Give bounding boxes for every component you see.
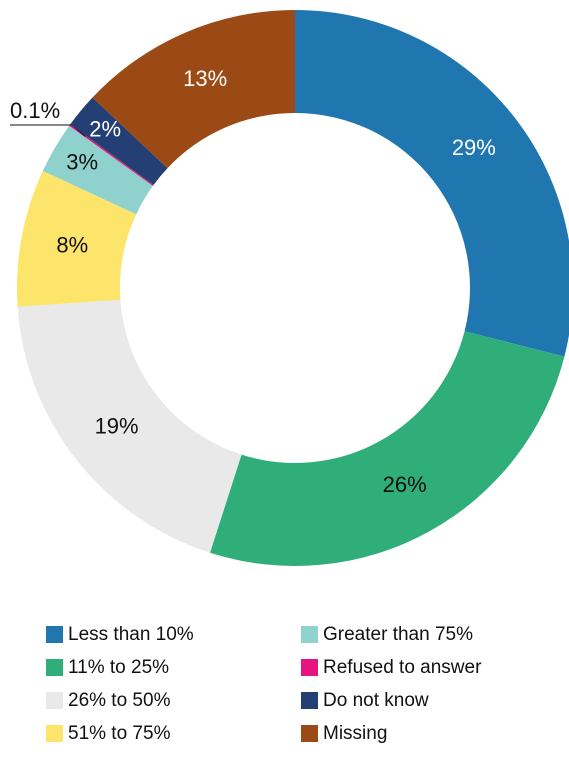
donut-slice [42, 125, 153, 215]
donut-slice [17, 299, 242, 553]
legend-swatch [46, 692, 63, 709]
value-label: 26% [383, 472, 427, 497]
donut-slice [70, 97, 168, 186]
legend-swatch [46, 725, 63, 742]
value-label: 19% [95, 413, 139, 438]
legend-label: Do not know [323, 690, 429, 711]
legend-label: Less than 10% [68, 624, 194, 645]
legend-swatch [301, 626, 318, 643]
value-label: 2% [89, 117, 121, 142]
value-label: 13% [183, 66, 227, 91]
legend-label: Missing [323, 723, 387, 744]
legend-label: Refused to answer [323, 657, 482, 678]
donut-slice [92, 10, 295, 169]
value-label: 8% [56, 232, 88, 257]
value-label: 0.1% [10, 98, 60, 123]
legend-swatch [46, 626, 63, 643]
value-label: 3% [66, 149, 98, 174]
donut-slice [210, 331, 565, 566]
donut-slice [69, 124, 154, 186]
legend-swatch [301, 659, 318, 676]
legend-label: 26% to 50% [68, 690, 171, 711]
legend-swatch [301, 725, 318, 742]
donut-slice [295, 10, 569, 357]
legend-label: 11% to 25% [68, 657, 169, 678]
donut-slice [16, 170, 137, 307]
legend-label: Greater than 75% [323, 624, 473, 645]
value-label: 29% [452, 135, 496, 160]
legend-swatch [301, 692, 318, 709]
legend-label: 51% to 75% [68, 723, 171, 744]
legend-swatch [46, 659, 63, 676]
